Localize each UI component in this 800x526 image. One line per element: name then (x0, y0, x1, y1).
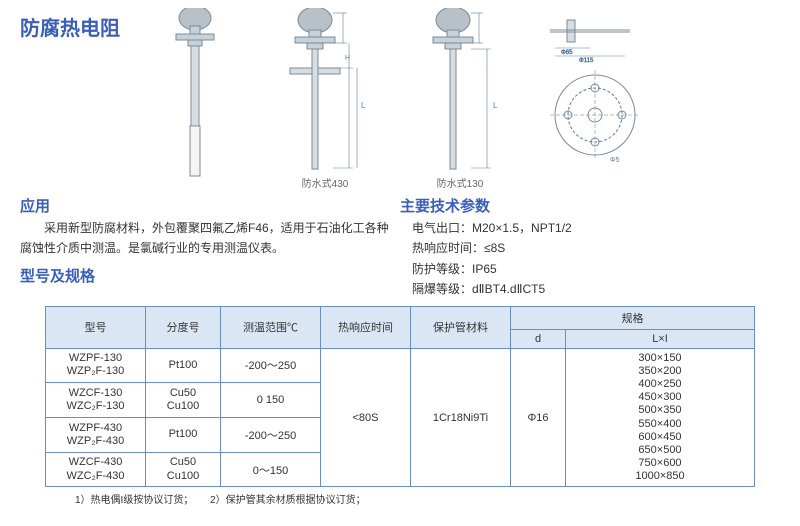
application-text: 采用新型防腐材料，外包覆聚四氟乙烯F46，适用于石油化工各种腐蚀性介质中测温。是… (20, 218, 390, 259)
svg-text:Φ5: Φ5 (610, 157, 620, 164)
application-heading: 应用 (20, 195, 390, 216)
drawing-flange-front: Φ5 (550, 70, 640, 170)
spec-table-wrap: 型号 分度号 测温范围℃ 热响应时间 保护管材料 规格 d L×I WZPF-1… (20, 306, 780, 507)
cell-model: WZCF-430 WZC₂F-430 (46, 452, 146, 487)
drawing-430-caption: 防水式430 (275, 175, 375, 190)
th-tube: 保护管材料 (411, 306, 511, 348)
tech-line-1: 电气出口：M20×1.5，NPT1/2 (400, 218, 780, 238)
drawing-probe-long (160, 8, 230, 183)
drawing-130-caption: 防水式130 (415, 175, 505, 190)
svg-text:Φ65: Φ65 (561, 50, 573, 56)
table-header-row: 型号 分度号 测温范围℃ 热响应时间 保护管材料 规格 (46, 306, 755, 329)
cell-model: WZPF-130 WZP₂F-130 (46, 348, 146, 383)
drawing-130: L 防水式130 (415, 8, 505, 190)
cell-range: -200～250 (221, 348, 321, 383)
cell-grad: Cu50 Cu100 (146, 383, 221, 418)
models-heading: 型号及规格 (20, 265, 390, 286)
tech-line-3: 防护等级：IP65 (400, 259, 780, 279)
table-row: WZPF-130 WZP₂F-130 Pt100 -200～250 <80S 1… (46, 348, 755, 383)
svg-text:L: L (493, 101, 498, 110)
spec-table: 型号 分度号 测温范围℃ 热响应时间 保护管材料 规格 d L×I WZPF-1… (45, 306, 755, 488)
svg-text:Φ115: Φ115 (579, 58, 594, 64)
cell-model: WZPF-430 WZP₂F-430 (46, 418, 146, 453)
tech-line-4: 隔爆等级：dⅡBT4.dⅡCT5 (400, 279, 780, 299)
cell-range: 0～150 (221, 452, 321, 487)
th-range: 测温范围℃ (221, 306, 321, 348)
th-model: 型号 (46, 306, 146, 348)
th-lxi: L×I (566, 329, 755, 348)
cell-range: 0 150 (221, 383, 321, 418)
cell-grad: Pt100 (146, 418, 221, 453)
cell-resp: <80S (321, 348, 411, 487)
cell-lxi: 300×150 350×200 400×250 450×300 500×350 … (566, 348, 755, 487)
cell-grad: Cu50 Cu100 (146, 452, 221, 487)
th-grad: 分度号 (146, 306, 221, 348)
svg-text:H: H (345, 55, 350, 62)
drawing-430: L H 防水式430 (275, 8, 375, 190)
th-resp: 热响应时间 (321, 306, 411, 348)
svg-text:L: L (361, 101, 366, 110)
technical-drawings: L H 防水式430 L 防水式130 (160, 8, 640, 188)
th-d: d (511, 329, 566, 348)
drawing-flange-side: Φ65 Φ115 (545, 8, 635, 68)
tech-line-2: 热响应时间：≤8S (400, 238, 780, 258)
cell-tube: 1Cr18Ni9Ti (411, 348, 511, 487)
cell-model: WZCF-130 WZC₂F-130 (46, 383, 146, 418)
footnotes: 1）热电偶I级按协议订货； 2）保护管其余材质根据协议订货； (45, 491, 755, 506)
cell-grad: Pt100 (146, 348, 221, 383)
cell-range: -200～250 (221, 418, 321, 453)
cell-d: Φ16 (511, 348, 566, 487)
th-spec: 规格 (511, 306, 755, 329)
tech-spec-heading: 主要技术参数 (400, 195, 780, 216)
